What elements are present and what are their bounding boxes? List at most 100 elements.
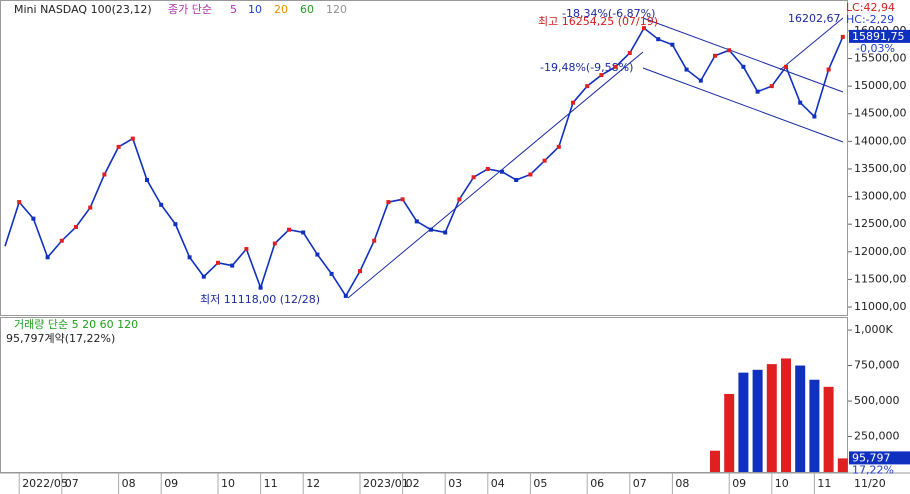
- volume-bar: [823, 386, 834, 472]
- price-point: [386, 200, 391, 205]
- price-point: [599, 73, 604, 78]
- change-label: -0,03%: [856, 42, 895, 55]
- y-tick-label: 750,000: [854, 359, 900, 372]
- price-point: [784, 64, 788, 69]
- x-tick-label: 07: [65, 477, 79, 490]
- price-point: [272, 241, 277, 246]
- price-point: [130, 136, 135, 141]
- x-tick-label: 2022/05: [22, 477, 68, 490]
- price-point: [315, 252, 320, 257]
- last-volume-box: [849, 451, 910, 465]
- price-point: [429, 227, 433, 232]
- y-tick-label: 14500,00: [854, 107, 907, 120]
- price-point: [187, 255, 192, 260]
- price-point: [471, 175, 476, 180]
- price-point: [585, 84, 590, 89]
- volume-subtitle: 95,797계약(17,22%): [6, 331, 115, 345]
- x-tick-label: 07: [633, 477, 647, 490]
- x-tick-label: 04: [491, 477, 505, 490]
- x-tick-label: 12: [306, 477, 320, 490]
- price-point: [173, 222, 178, 227]
- price-point: [159, 202, 164, 207]
- annotation: -18,34%(-6,87%): [562, 7, 655, 20]
- price-point: [216, 260, 220, 265]
- price-point: [528, 172, 533, 177]
- price-point: [727, 48, 732, 53]
- volume-bar: [766, 364, 777, 472]
- y-tick-label: 11000,00: [854, 300, 907, 313]
- price-point: [741, 64, 746, 69]
- channel-line: [779, 17, 844, 71]
- legend-entry: 5: [230, 3, 237, 16]
- y-tick-label: 500,000: [854, 394, 900, 407]
- price-point: [514, 178, 519, 182]
- price-point: [713, 53, 717, 58]
- x-tick-label: 10: [221, 477, 235, 490]
- channel-line: [642, 67, 844, 143]
- price-point: [684, 67, 689, 72]
- price-point: [31, 216, 36, 221]
- volume-bar: [781, 358, 791, 472]
- price-point: [230, 263, 235, 268]
- price-point: [698, 78, 703, 83]
- price-point: [244, 247, 249, 252]
- x-tick-label: 03: [448, 477, 462, 490]
- y-tick-label: 11500,00: [854, 272, 907, 285]
- price-line: [4, 26, 844, 298]
- lc-label: LC:42,94: [846, 1, 895, 14]
- x-tick-label: 11: [264, 477, 278, 490]
- volume-bar: [809, 379, 820, 472]
- price-point: [755, 89, 760, 94]
- x-tick-label: 10: [775, 477, 789, 490]
- y-tick-label: 13000,00: [854, 190, 907, 203]
- price-point: [116, 144, 121, 149]
- price-point: [656, 37, 661, 42]
- x-tick-label: 02: [406, 477, 420, 490]
- volume-bar: [795, 365, 806, 472]
- price-point: [798, 100, 803, 105]
- volume-bar: [710, 450, 720, 472]
- price-point: [556, 144, 561, 149]
- volume-bar: [738, 372, 749, 472]
- volume-title: 거래량 단순 5 20 60 120: [14, 318, 138, 331]
- price-point: [443, 230, 448, 235]
- legend-entry: 60: [300, 3, 314, 16]
- volume-bar: [724, 393, 735, 472]
- price-point: [287, 227, 291, 232]
- price-panel: [0, 0, 848, 316]
- price-point: [59, 238, 64, 243]
- price-point: [145, 178, 149, 182]
- volume-bar: [837, 458, 848, 472]
- last-price: 15891,75: [852, 30, 905, 43]
- price-point: [400, 197, 405, 202]
- price-point: [88, 205, 93, 210]
- x-tick-label: 11/20: [854, 477, 886, 490]
- price-point: [414, 219, 419, 224]
- annotation: 16202,67: [788, 12, 841, 25]
- volume-pct: 17,22%: [852, 463, 894, 476]
- price-point: [74, 224, 78, 229]
- x-tick-label: 2023/01: [363, 477, 409, 490]
- y-tick-label: 12500,00: [854, 217, 907, 230]
- price-point: [45, 255, 50, 260]
- last-volume: 95,797: [852, 451, 891, 464]
- price-point: [329, 271, 334, 276]
- hc-label: HC:-2,29: [846, 13, 894, 26]
- legend-entry: 20: [274, 3, 288, 16]
- last-price-box: [849, 29, 910, 43]
- price-point: [358, 269, 362, 274]
- price-point: [372, 238, 377, 243]
- price-point: [102, 172, 107, 177]
- price-point: [17, 200, 22, 205]
- x-tick-label: 08: [122, 477, 136, 490]
- price-point: [258, 285, 263, 290]
- price-point: [812, 114, 817, 119]
- channel-line: [642, 17, 844, 93]
- price-point: [769, 84, 774, 89]
- price-point: [457, 197, 462, 202]
- volume-bar: [752, 369, 763, 472]
- price-point: [627, 51, 632, 56]
- legend-entry: 120: [326, 3, 347, 16]
- x-tick-label: 09: [732, 477, 746, 490]
